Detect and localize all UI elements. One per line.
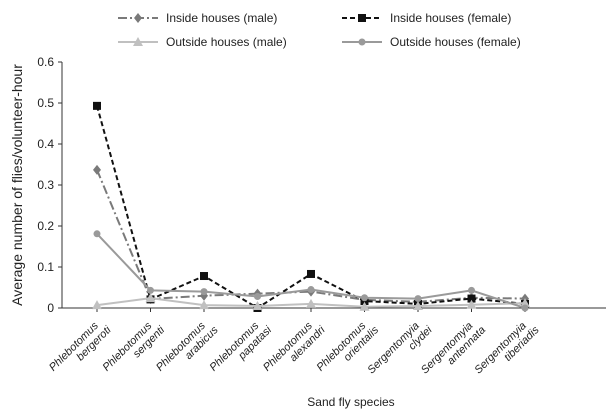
y-tick-label: 0.2	[37, 219, 54, 233]
y-axis: 0 0.1 0.2 0.3 0.4 0.5 0.6	[37, 55, 63, 315]
plot-area	[92, 101, 530, 312]
data-point	[93, 164, 101, 175]
data-point	[468, 286, 475, 294]
data-point	[520, 298, 530, 308]
legend-label: Outside houses (female)	[390, 35, 521, 49]
data-point	[199, 300, 209, 310]
y-tick-label: 0	[47, 301, 54, 315]
legend-marker	[358, 14, 366, 22]
data-point	[93, 230, 101, 238]
data-point	[93, 101, 101, 110]
data-point	[200, 272, 208, 281]
data-point	[306, 298, 316, 308]
legend-label: Inside houses (male)	[166, 11, 277, 25]
x-axis: PhlebotomusbergerotiPhlebotomussergentiP…	[47, 307, 606, 385]
y-tick-label: 0.5	[37, 96, 54, 110]
x-tick-label: Sergentomyiatiberiadis	[472, 315, 542, 385]
x-axis-label: Sand fly species	[307, 395, 394, 409]
data-point	[307, 269, 315, 278]
series-2	[93, 101, 529, 312]
legend-marker	[133, 37, 143, 46]
x-tick-label: Phlebotomusarabicus	[154, 315, 221, 382]
y-tick-label: 0.1	[37, 260, 54, 274]
data-point	[521, 304, 529, 312]
series-4	[93, 230, 529, 312]
legend-item: Outside houses (male)	[118, 35, 287, 49]
series-3	[92, 293, 530, 311]
x-tick-label: Phlebotomusbergeroti	[47, 315, 114, 382]
data-point	[414, 295, 422, 303]
series-line	[96, 169, 526, 303]
x-tick-label: Phlebotomuspapatasi	[207, 315, 274, 382]
series-1	[93, 164, 529, 307]
data-point	[361, 294, 368, 302]
data-point	[200, 288, 208, 296]
data-point	[254, 293, 261, 301]
x-tick-label: Phlebotomussergenti	[100, 315, 167, 382]
y-axis-label: Average number of flies/volunteer-hour	[9, 64, 25, 306]
x-tick-label: Phlebotomusalexandri	[261, 315, 328, 382]
data-point	[413, 300, 423, 310]
legend-marker	[358, 38, 366, 46]
y-tick-label: 0.4	[37, 137, 54, 151]
legend-label: Inside houses (female)	[390, 11, 511, 25]
y-tick-label: 0.3	[37, 178, 54, 192]
data-point	[467, 294, 476, 303]
y-tick-label: 0.6	[37, 55, 54, 69]
legend-item: Outside houses (female)	[342, 35, 521, 49]
data-point	[92, 300, 102, 310]
data-point	[252, 300, 263, 310]
legend: Inside houses (male) Inside houses (femal…	[118, 11, 521, 49]
legend-item: Inside houses (male)	[118, 11, 277, 25]
data-point	[147, 286, 154, 294]
data-point	[359, 301, 370, 311]
legend-label: Outside houses (male)	[166, 35, 287, 49]
legend-item: Inside houses (female)	[342, 11, 511, 25]
data-point	[145, 293, 156, 303]
data-point	[307, 286, 315, 294]
legend-marker	[134, 13, 142, 23]
data-point	[466, 299, 477, 309]
